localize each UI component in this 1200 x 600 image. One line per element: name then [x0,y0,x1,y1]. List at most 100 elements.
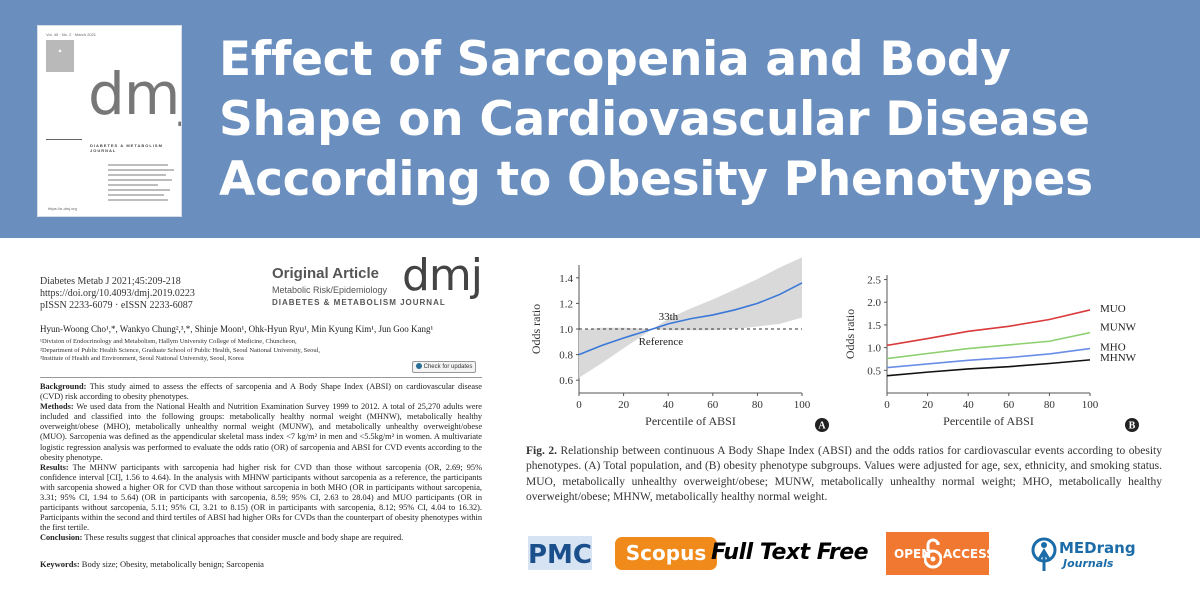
cover-issue-line: Vol. 45 · No. 2 · March 2021 [46,32,97,37]
scopus-logo[interactable]: Scopus [615,537,717,570]
check-updates-label: Check for updates [423,364,473,370]
y-axis-title: Odds ratio [529,304,543,354]
series-line-mhnw [886,359,1091,377]
y-tick-label: 1.4 [559,273,573,285]
x-tick-label: 0 [884,399,890,411]
methods-label: Methods: [40,402,74,412]
y-tick-label: 0.6 [559,375,573,387]
doi-link[interactable]: https://doi.org/10.4093/dmj.2019.0223 [40,288,195,299]
crossmark-icon [415,363,422,370]
article-first-page: Diabetes Metab J 2021;45:209-218 https:/… [0,238,490,600]
pmc-logo-text: PMC [528,540,592,570]
figure-caption: Fig. 2. Relationship between continuous … [526,444,1162,506]
author-list: Hyun-Woong Cho¹,*, Wankyo Chung²,³,*, Sh… [40,324,434,334]
series-line-muo [886,309,1091,347]
affiliation-2: ²Department of Public Health Science, Gr… [40,346,321,354]
annotation-33th: 33th [659,311,679,323]
medrang-icon [1031,537,1057,571]
issn-line: pISSN 2233-6079 · eISSN 2233-6087 [40,300,193,311]
series-line-mho [886,347,1091,369]
medrang-name: MEDrang [1059,539,1136,557]
y-axis-title: Odds ratio [843,309,857,359]
cover-badge: ◆ [46,40,74,72]
divider [40,377,482,378]
abstract-background: Background: This study aimed to assess t… [40,382,482,402]
check-updates-button[interactable]: Check for updates [412,361,476,373]
abstract-results: Results: The MHNW participants with sarc… [40,463,482,534]
x-axis-title: Percentile of ABSI [645,414,736,428]
odds-ratio-line [578,282,803,356]
caption-text: Relationship between continuous A Body S… [526,445,1163,504]
x-tick-label: 20 [922,399,934,411]
methods-text: We used data from the National Health an… [40,402,482,462]
results-text: The MHNW participants with sarcopenia ha… [40,462,482,533]
open-access-logo[interactable]: OPEN ACCESS [886,532,995,575]
x-tick-label: 60 [1003,399,1015,411]
cover-contents [108,164,178,204]
open-lock-icon [924,538,942,569]
keywords-label: Keywords: [40,559,80,569]
affiliation-1: ¹Division of Endocrinology and Metabolis… [40,338,297,345]
y-tick-label: 1.0 [867,343,881,355]
open-access-left: OPEN [894,547,932,561]
y-tick-label: 1.0 [559,324,573,336]
cover-logo: dmj [88,60,181,128]
x-tick-label: 100 [1082,399,1099,411]
x-tick-label: 60 [707,399,719,411]
citation-block: Diabetes Metab J 2021;45:209-218 https:/… [40,276,195,312]
legend-mho: MHO [1100,342,1126,354]
abstract: Background: This study aimed to assess t… [40,382,482,544]
conclusion-text: These results suggest that clinical appr… [84,533,404,543]
y-tick-label: 0.8 [559,350,573,362]
y-tick-label: 1.2 [559,298,573,310]
pmc-logo[interactable]: PMC [526,532,594,574]
affiliation-3: ³Institute of Health and Environment, Se… [40,355,244,362]
annotation-reference: Reference [639,336,684,348]
cover-rule [46,139,82,140]
citation-line: Diabetes Metab J 2021;45:209-218 [40,276,181,287]
x-tick-label: 20 [618,399,630,411]
legend-mhnw: MHNW [1100,352,1137,364]
x-tick-label: 40 [663,399,675,411]
abstract-methods: Methods: We used data from the National … [40,402,482,463]
cover-journal-name: DIABETES & METABOLISM JOURNAL [90,143,163,153]
panel-badge-label: A [818,421,826,432]
panel-badge [1125,418,1139,432]
page-title: Effect of Sarcopenia and Body Shape on C… [219,32,1093,207]
abstract-conclusion: Conclusion: These results suggest that c… [40,533,482,543]
conclusion-label: Conclusion: [40,533,83,543]
legend-muo: MUO [1100,303,1126,315]
article-type: Original Article [272,265,379,282]
keywords: Keywords: Body size; Obesity, metabolica… [40,559,482,569]
figure-panel-a: 0 20 40 60 80 100 0.6 0.8 1.0 1.2 1.4 Percentile of… [529,257,829,432]
x-tick-label: 80 [1044,399,1056,411]
y-tick-label: 2.5 [867,275,881,287]
full-text-free-logo[interactable]: Full Text Free [711,540,869,565]
medrang-journals: Journals [1063,557,1114,570]
keywords-text: Body size; Obesity, metabolically benign… [81,559,264,569]
y-tick-label: 2.0 [867,297,881,309]
series-line-munw [886,331,1091,360]
x-tick-label: 40 [963,399,975,411]
y-tick-label: 1.5 [867,320,881,332]
cover-url: https://e-dmj.org [48,206,77,211]
caption-label: Fig. 2. [526,445,557,457]
figure-panel-b: 0 20 40 60 80 100 0.5 1.0 1.5 2.0 2.5 Percentile of… [843,275,1139,432]
journal-cover[interactable]: Vol. 45 · No. 2 · March 2021 ◆ dmj DIABE… [37,25,182,217]
x-tick-label: 0 [576,399,582,411]
article-section: Metabolic Risk/Epidemiology [272,285,388,295]
panel-badge-label: B [1129,421,1136,432]
header-banner: Vol. 45 · No. 2 · March 2021 ◆ dmj DIABE… [0,0,1200,238]
x-axis-title: Percentile of ABSI [943,414,1034,428]
journal-logo: dmj [402,250,483,301]
affiliations: ¹Division of Endocrinology and Metabolis… [40,338,480,364]
medrang-logo[interactable]: MEDrang Journals [1031,535,1141,577]
background-text: This study aimed to assess the effects o… [40,382,482,402]
y-tick-label: 0.5 [867,365,881,377]
confidence-band [579,257,802,378]
journal-name: DIABETES & METABOLISM JOURNAL [272,298,446,307]
x-tick-label: 80 [752,399,764,411]
legend-munw: MUNW [1100,322,1137,334]
open-access-right: ACCESS [943,547,995,561]
results-label: Results: [40,462,69,472]
